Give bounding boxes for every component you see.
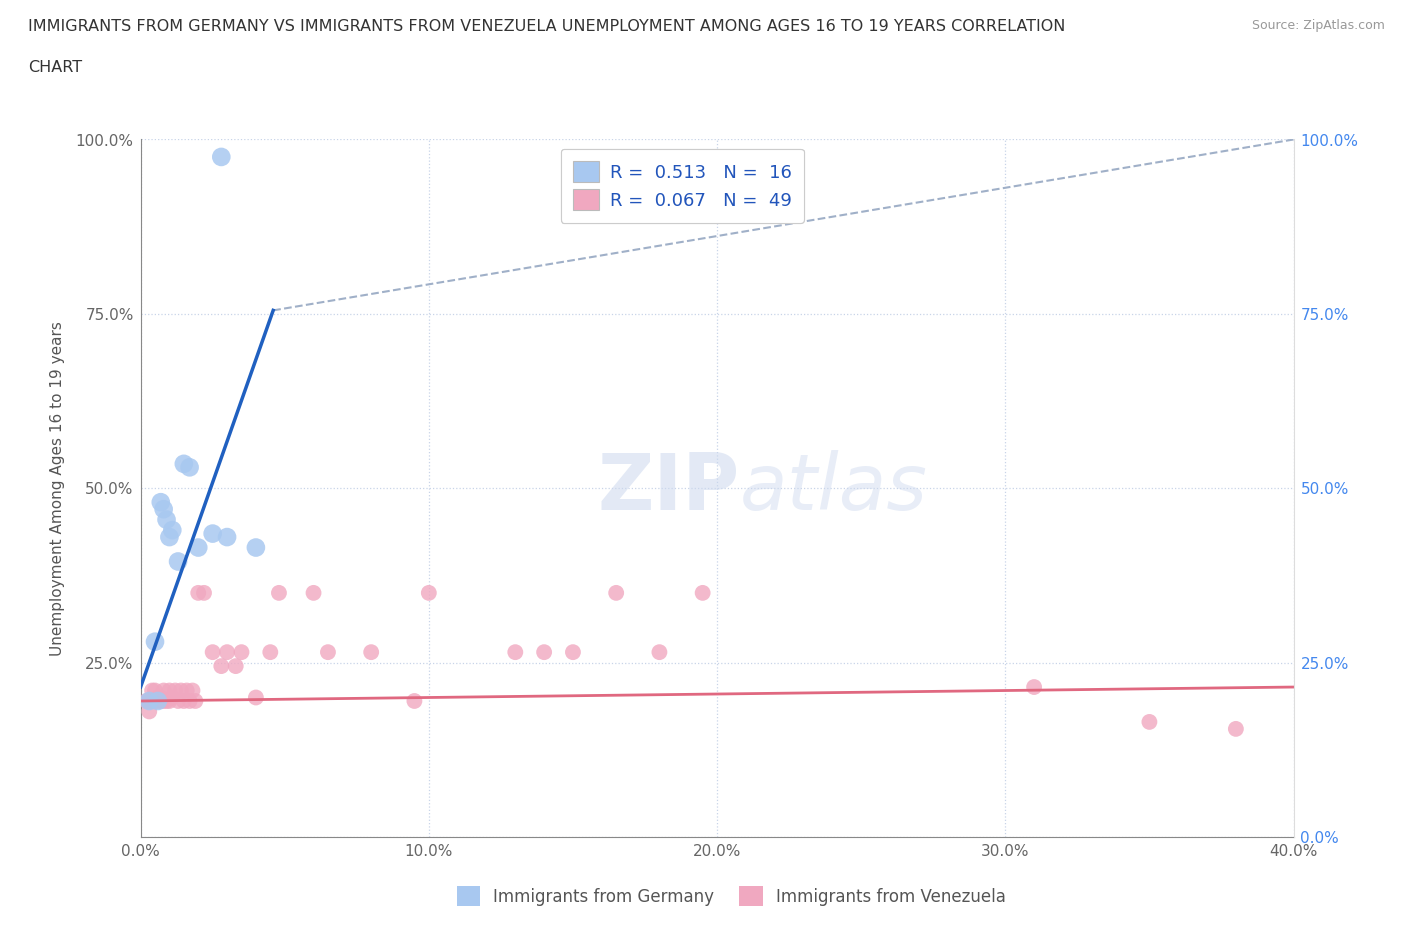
Point: [209, 150, 232, 165]
Point: [143, 634, 166, 649]
Point: [605, 586, 627, 601]
Point: [149, 495, 172, 510]
Point: [187, 540, 209, 555]
Point: [267, 586, 290, 601]
Point: [162, 523, 184, 538]
Point: [225, 658, 247, 673]
Legend: R =  0.513   N =  16, R =  0.067   N =  49: R = 0.513 N = 16, R = 0.067 N = 49: [561, 149, 804, 223]
Point: [176, 683, 198, 698]
Point: [187, 586, 209, 601]
Point: [138, 694, 160, 709]
Point: [167, 554, 190, 569]
Point: [217, 530, 239, 545]
Point: [562, 644, 585, 659]
Point: [259, 644, 281, 659]
Point: [141, 694, 163, 709]
Point: [146, 690, 169, 705]
Point: [141, 683, 163, 698]
Point: [143, 694, 166, 709]
Point: [165, 683, 187, 698]
Point: [1024, 680, 1046, 695]
Text: IMMIGRANTS FROM GERMANY VS IMMIGRANTS FROM VENEZUELA UNEMPLOYMENT AMONG AGES 16 : IMMIGRANTS FROM GERMANY VS IMMIGRANTS FR…: [28, 19, 1066, 33]
Point: [245, 690, 267, 705]
Point: [179, 460, 201, 474]
Point: [159, 683, 180, 698]
Point: [173, 694, 195, 709]
Point: [533, 644, 555, 659]
Point: [167, 694, 190, 709]
Point: [162, 690, 184, 705]
Point: [179, 694, 201, 709]
Point: [503, 644, 526, 659]
Point: [360, 644, 382, 659]
Point: [149, 690, 172, 705]
Y-axis label: Unemployment Among Ages 16 to 19 years: Unemployment Among Ages 16 to 19 years: [49, 321, 65, 656]
Point: [152, 694, 174, 709]
Point: [159, 530, 180, 545]
Point: [173, 457, 195, 472]
Point: [209, 658, 232, 673]
Legend: Immigrants from Germany, Immigrants from Venezuela: Immigrants from Germany, Immigrants from…: [450, 880, 1012, 912]
Text: Source: ZipAtlas.com: Source: ZipAtlas.com: [1251, 19, 1385, 32]
Point: [149, 694, 172, 709]
Point: [170, 683, 193, 698]
Point: [143, 683, 166, 698]
Text: ZIP: ZIP: [598, 450, 740, 526]
Point: [302, 586, 325, 601]
Point: [146, 694, 169, 709]
Point: [193, 586, 215, 601]
Point: [138, 694, 160, 709]
Point: [184, 694, 207, 709]
Point: [245, 540, 267, 555]
Point: [201, 644, 224, 659]
Point: [418, 586, 440, 601]
Point: [201, 526, 224, 541]
Point: [404, 694, 426, 709]
Point: [181, 683, 204, 698]
Point: [217, 644, 239, 659]
Point: [648, 644, 671, 659]
Point: [1139, 714, 1161, 729]
Point: [1225, 722, 1247, 737]
Text: CHART: CHART: [28, 60, 82, 75]
Point: [692, 586, 714, 601]
Point: [155, 512, 177, 527]
Point: [152, 502, 174, 517]
Point: [135, 694, 157, 709]
Point: [155, 694, 177, 709]
Point: [152, 683, 174, 698]
Point: [138, 704, 160, 719]
Point: [146, 694, 169, 709]
Point: [231, 644, 253, 659]
Point: [316, 644, 339, 659]
Text: atlas: atlas: [740, 450, 928, 526]
Point: [159, 694, 180, 709]
